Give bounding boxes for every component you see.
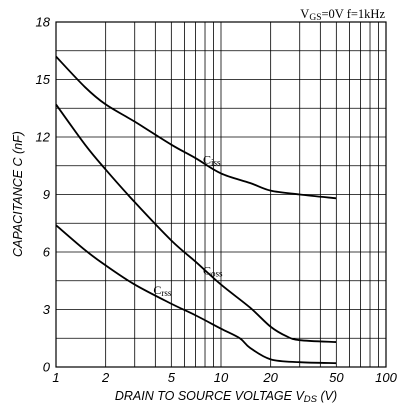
conditions-text: VGS=0V f=1kHz (300, 7, 385, 23)
curve-crss (55, 224, 337, 365)
curve-ciss (55, 55, 337, 200)
curve-label-coss: Coss (203, 264, 223, 279)
x-tick-label: 50 (329, 370, 344, 385)
x-tick-label: 5 (168, 370, 176, 385)
y-tick-label: 0 (43, 360, 51, 375)
x-tick-label: 1 (52, 370, 59, 385)
curve-coss (55, 103, 337, 343)
x-tick-label: 10 (214, 370, 229, 385)
x-tick-label: 20 (262, 370, 278, 385)
y-tick-label: 18 (36, 15, 51, 30)
y-axis-title: CAPACITANCE C (nF) (11, 131, 25, 257)
curves (55, 55, 337, 365)
x-tick-label: 100 (375, 370, 397, 385)
grid (56, 22, 386, 367)
y-tick-label: 6 (43, 245, 51, 260)
plot-frame (55, 21, 387, 368)
curve-label-crss: Crss (153, 283, 172, 298)
x-tick-label: 2 (101, 370, 110, 385)
y-tick-label: 15 (36, 72, 51, 87)
y-tick-label: 3 (43, 302, 51, 317)
curve-label-ciss: Ciss (203, 152, 221, 167)
x-axis-title: DRAIN TO SOURCE VOLTAGE VDS (V) (115, 389, 337, 405)
y-tick-label: 9 (43, 187, 50, 202)
y-tick-label: 12 (36, 130, 51, 145)
